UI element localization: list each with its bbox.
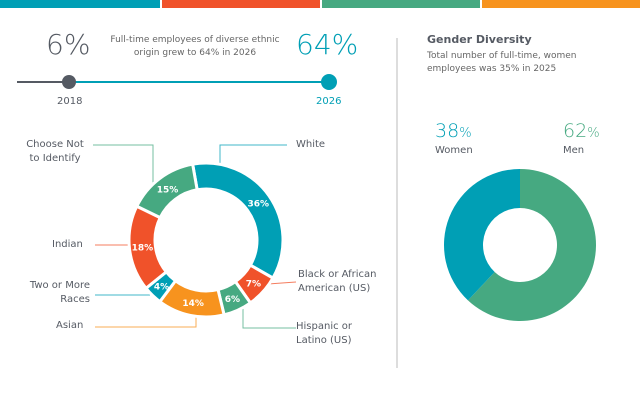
women-value: 38%: [435, 120, 472, 142]
ethnicity-data-label: 7%: [246, 279, 261, 289]
ethnicity-data-label: 4%: [154, 283, 169, 293]
label-choose-not: Choose Not to Identify: [26, 139, 84, 164]
ethnicity-slice-choose-not-to-identify: [134, 162, 199, 220]
women-percent: %: [459, 126, 472, 141]
gender-slice-women: [444, 169, 520, 301]
leader-line: [242, 305, 296, 329]
top-bar-teal: [0, 0, 160, 8]
timeline-description: Full-time employees of diverse ethnic or…: [110, 35, 280, 58]
label-two-or-more: Two or More Races: [29, 280, 90, 305]
ethnicity-data-label: 6%: [225, 295, 240, 305]
ethnicity-data-label: 14%: [182, 299, 204, 309]
timeline-end-year: 2026: [316, 96, 342, 107]
label-asian: Asian: [56, 320, 84, 331]
leader-line: [95, 315, 197, 328]
label-black: Black or African American (US): [298, 269, 377, 294]
leader-line: [219, 144, 287, 163]
gender-slice-men: [467, 168, 597, 322]
timeline-start-value: 6%: [46, 28, 91, 61]
leader-line: [267, 281, 297, 285]
ethnicity-data-label: 18%: [132, 244, 154, 254]
label-hispanic: Hispanic or Latino (US): [296, 321, 353, 346]
timeline-end-value: 64%: [296, 28, 359, 61]
women-label: Women: [435, 145, 473, 156]
top-bar-green: [322, 0, 480, 8]
label-indian: Indian: [52, 239, 83, 250]
ethnicity-data-label: 15%: [157, 185, 179, 195]
top-bar-orange: [162, 0, 320, 8]
women-number: 38: [435, 120, 460, 142]
men-percent: %: [587, 126, 600, 141]
timeline-start-year: 2018: [57, 96, 83, 107]
ethnicity-slice-white: [190, 161, 285, 281]
gender-title: Gender Diversity: [427, 33, 532, 46]
gender-subtitle: Total number of full-time, women employe…: [427, 51, 577, 74]
ethnicity-data-label: 36%: [248, 200, 270, 210]
men-number: 62: [563, 120, 588, 142]
leader-line: [93, 144, 154, 183]
timeline-start-dot: [62, 75, 76, 89]
men-label: Men: [563, 145, 585, 156]
top-bar-yellow: [482, 0, 640, 8]
label-white: White: [296, 139, 326, 150]
men-value: 62%: [563, 120, 600, 142]
timeline-end-dot: [321, 74, 337, 90]
